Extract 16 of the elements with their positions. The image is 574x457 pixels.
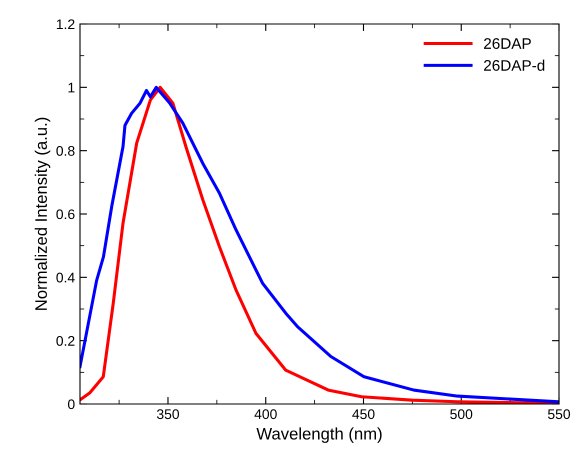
y-tick-label: 1.2 [56, 19, 74, 30]
y-tick-label: 0.2 [56, 336, 74, 346]
y-tick-label: 1 [68, 82, 74, 92]
y-tick-label: 0.8 [56, 146, 75, 156]
x-tick-label: 350 [156, 409, 180, 420]
legend-label: 26DAP [484, 38, 531, 49]
y-tick-label: 0.6 [56, 209, 75, 220]
x-tick-label: 450 [352, 409, 375, 420]
y-tick-label: 0.4 [56, 272, 75, 283]
y-axis-title: Normalized Intensity (a.u.) [34, 118, 50, 310]
x-tick-label: 550 [548, 409, 570, 420]
x-tick-label: 500 [450, 409, 472, 420]
legend-label: 26DAP-d [484, 60, 544, 71]
x-axis-title: Wavelength (nm) [256, 427, 382, 443]
x-tick-label: 400 [254, 409, 277, 420]
y-tick-label: 0 [68, 399, 75, 410]
